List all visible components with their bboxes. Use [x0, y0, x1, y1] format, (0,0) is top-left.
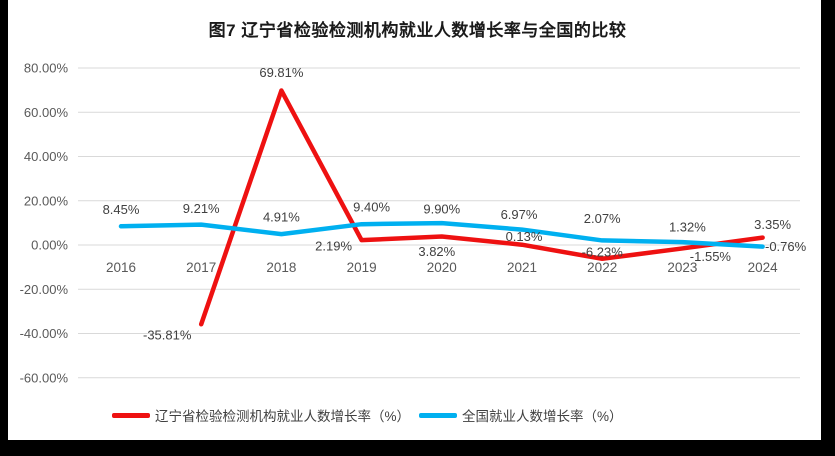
- legend-red-line-icon: [112, 412, 150, 418]
- x-axis-year-label: 2017: [186, 260, 216, 275]
- y-axis-tick-label: -60.00%: [20, 370, 69, 385]
- legend-item-liaoning: 辽宁省检验检测机构就业人数增长率（%）: [112, 405, 410, 425]
- screen-edge-left: [0, 0, 8, 456]
- series-line-0: [198, 88, 765, 327]
- legend-item-national: 全国就业人数增长率（%）: [419, 405, 623, 425]
- data-point-label: 4.91%: [263, 210, 300, 225]
- x-axis-year-label: 2021: [507, 260, 537, 275]
- data-point-label: 9.21%: [183, 201, 220, 216]
- y-axis-tick-label: 0.00%: [31, 238, 68, 253]
- data-point-label: 69.81%: [259, 65, 304, 80]
- data-point-label: 3.35%: [754, 217, 791, 232]
- data-point-label: 6.97%: [501, 207, 538, 222]
- series-line-1: [118, 220, 765, 249]
- data-point-label: -1.55%: [690, 249, 732, 264]
- data-point-label: 1.32%: [669, 220, 706, 235]
- y-axis-tick-label: -40.00%: [20, 326, 69, 341]
- data-point-label: -6.23%: [582, 244, 624, 259]
- y-axis-tick-label: 20.00%: [24, 193, 69, 208]
- screen-edge-bottom: [0, 440, 835, 456]
- x-axis-year-label: 2023: [667, 260, 697, 275]
- data-point-label: -0.76%: [765, 239, 807, 254]
- data-point-label: 9.90%: [423, 202, 460, 217]
- x-axis-year-label: 2019: [347, 260, 377, 275]
- x-axis-year-label: 2024: [748, 260, 779, 275]
- data-point-label: 9.40%: [353, 200, 390, 215]
- screen-edge-right: [821, 0, 835, 456]
- legend-label-national: 全国就业人数增长率（%）: [462, 409, 623, 424]
- x-axis-year-label: 2016: [106, 260, 136, 275]
- data-point-label: 3.82%: [418, 244, 455, 259]
- data-point-label: -35.81%: [143, 328, 192, 343]
- data-point-label: 8.45%: [103, 202, 140, 217]
- data-point-label: 2.19%: [315, 239, 352, 254]
- legend-label-liaoning: 辽宁省检验检测机构就业人数增长率（%）: [155, 409, 411, 424]
- y-axis-tick-label: -20.00%: [20, 282, 69, 297]
- y-axis-tick-label: 40.00%: [24, 149, 69, 164]
- chart-legend: 辽宁省检验检测机构就业人数增长率（%） 全国就业人数增长率（%）: [112, 406, 623, 424]
- y-axis-tick-label: 60.00%: [24, 105, 69, 120]
- x-axis-year-label: 2020: [427, 260, 457, 275]
- chart-title: 图7 辽宁省检验检测机构就业人数增长率与全国的比较: [208, 21, 627, 40]
- legend-blue-line-icon: [419, 412, 458, 418]
- y-axis-tick-label: 80.00%: [24, 61, 69, 76]
- x-axis-year-label: 2022: [587, 260, 617, 275]
- data-point-label: 2.07%: [584, 211, 621, 226]
- x-axis-year-label: 2018: [266, 260, 296, 275]
- data-point-label: 0.13%: [506, 229, 543, 244]
